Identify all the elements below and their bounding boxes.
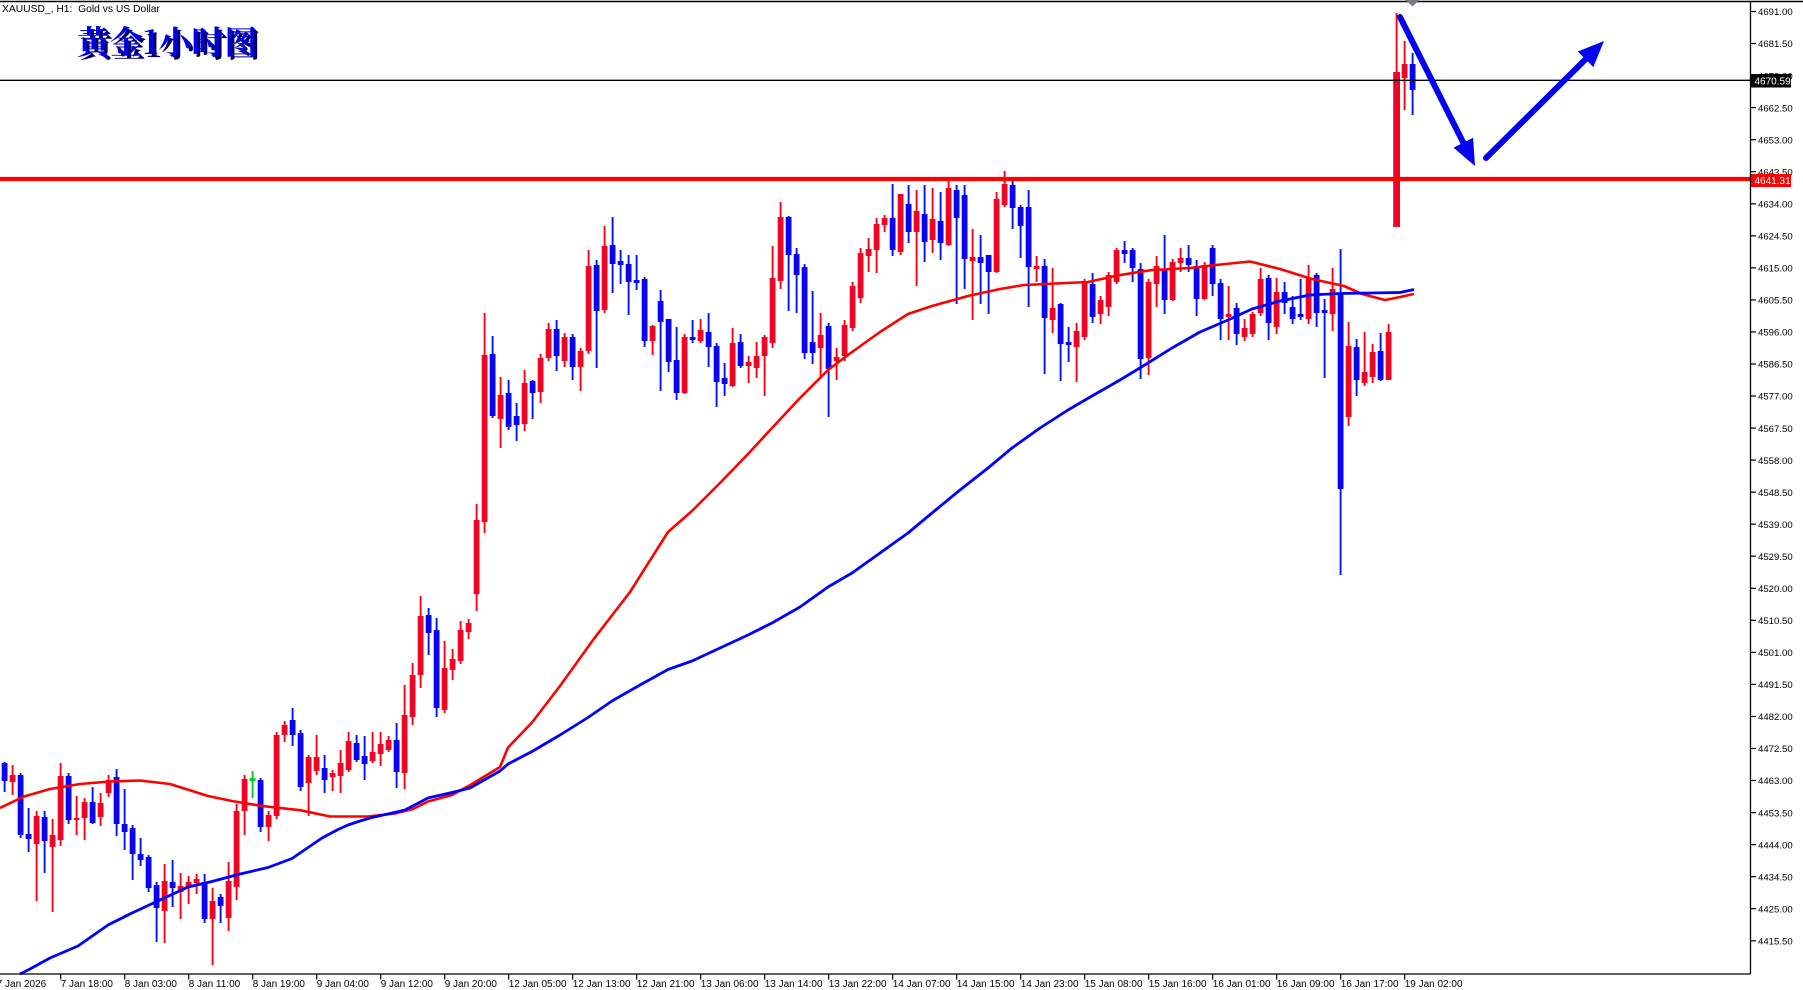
svg-text:8 Jan 19:00: 8 Jan 19:00: [253, 979, 306, 990]
svg-text:8 Jan 11:00: 8 Jan 11:00: [189, 979, 241, 990]
svg-text:9 Jan 20:00: 9 Jan 20:00: [445, 979, 498, 990]
svg-text:4472.50: 4472.50: [1758, 744, 1793, 755]
svg-text:4624.50: 4624.50: [1758, 232, 1793, 243]
svg-text:16 Jan 09:00: 16 Jan 09:00: [1277, 979, 1335, 990]
svg-text:16 Jan 17:00: 16 Jan 17:00: [1341, 979, 1399, 990]
svg-text:4643.50: 4643.50: [1758, 167, 1793, 178]
svg-text:4482.00: 4482.00: [1758, 712, 1793, 723]
svg-text:4434.50: 4434.50: [1758, 872, 1793, 883]
svg-text:14 Jan 15:00: 14 Jan 15:00: [957, 979, 1015, 990]
svg-text:4641.31: 4641.31: [1755, 176, 1792, 187]
svg-text:4681.50: 4681.50: [1758, 39, 1793, 50]
svg-text:4415.50: 4415.50: [1758, 937, 1793, 948]
svg-text:15 Jan 08:00: 15 Jan 08:00: [1085, 979, 1143, 990]
svg-text:12 Jan 05:00: 12 Jan 05:00: [509, 979, 567, 990]
svg-text:4444.00: 4444.00: [1758, 840, 1793, 851]
svg-text:8 Jan 03:00: 8 Jan 03:00: [125, 979, 178, 990]
svg-text:4596.00: 4596.00: [1758, 328, 1793, 339]
svg-text:XAUUSD_, H1: Gold vs US Dolla: XAUUSD_, H1: Gold vs US Dollar: [2, 4, 161, 15]
svg-text:13 Jan 06:00: 13 Jan 06:00: [701, 979, 759, 990]
svg-text:4539.00: 4539.00: [1758, 520, 1793, 531]
svg-text:4634.00: 4634.00: [1758, 200, 1793, 211]
svg-text:4558.00: 4558.00: [1758, 456, 1793, 467]
svg-text:15 Jan 16:00: 15 Jan 16:00: [1149, 979, 1207, 990]
svg-text:4491.50: 4491.50: [1758, 680, 1793, 691]
svg-text:4653.00: 4653.00: [1758, 135, 1793, 146]
svg-text:4567.50: 4567.50: [1758, 424, 1793, 435]
svg-text:12 Jan 13:00: 12 Jan 13:00: [573, 979, 631, 990]
svg-text:13 Jan 14:00: 13 Jan 14:00: [765, 979, 823, 990]
svg-text:12 Jan 21:00: 12 Jan 21:00: [637, 979, 695, 990]
svg-text:13 Jan 22:00: 13 Jan 22:00: [829, 979, 887, 990]
svg-text:4510.50: 4510.50: [1758, 616, 1793, 627]
svg-text:9 Jan 04:00: 9 Jan 04:00: [317, 979, 370, 990]
svg-text:19 Jan 02:00: 19 Jan 02:00: [1405, 979, 1463, 990]
svg-text:14 Jan 23:00: 14 Jan 23:00: [1021, 979, 1079, 990]
svg-text:7 Jan 2026: 7 Jan 2026: [0, 979, 47, 990]
svg-text:4670.59: 4670.59: [1755, 77, 1792, 88]
svg-text:4691.00: 4691.00: [1758, 7, 1793, 18]
svg-text:4662.50: 4662.50: [1758, 103, 1793, 114]
svg-text:4425.00: 4425.00: [1758, 904, 1793, 915]
svg-text:4463.00: 4463.00: [1758, 776, 1793, 787]
svg-text:4586.50: 4586.50: [1758, 360, 1793, 371]
svg-text:4520.00: 4520.00: [1758, 584, 1793, 595]
svg-text:7 Jan 18:00: 7 Jan 18:00: [61, 979, 114, 990]
svg-text:4548.50: 4548.50: [1758, 488, 1793, 499]
svg-text:9 Jan 12:00: 9 Jan 12:00: [381, 979, 434, 990]
svg-text:4529.50: 4529.50: [1758, 552, 1793, 563]
svg-text:4605.50: 4605.50: [1758, 296, 1793, 307]
svg-text:4453.50: 4453.50: [1758, 808, 1793, 819]
svg-text:4577.00: 4577.00: [1758, 392, 1793, 403]
svg-text:16 Jan 01:00: 16 Jan 01:00: [1213, 979, 1271, 990]
svg-text:4615.00: 4615.00: [1758, 264, 1793, 275]
svg-text:4501.00: 4501.00: [1758, 648, 1793, 659]
svg-text:14 Jan 07:00: 14 Jan 07:00: [893, 979, 951, 990]
